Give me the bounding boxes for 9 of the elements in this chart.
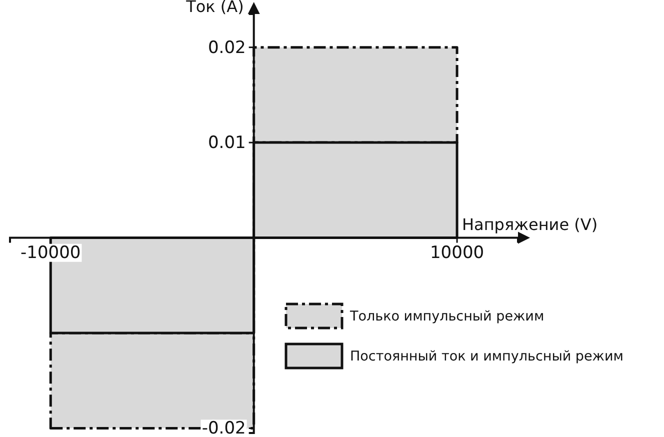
y-axis-title: Ток (A) [185, 0, 244, 16]
x-tick-label: 10000 [430, 242, 484, 263]
legend-label: Постоянный ток и импульсный режим [350, 348, 624, 365]
y-tick-label: 0.02 [208, 38, 246, 58]
y-tick-label: 0.01 [208, 132, 246, 153]
x-tick-label: -10000 [20, 242, 81, 263]
x-axis-title: Напряжение (V) [462, 214, 598, 234]
y-tick-label: -0.02 [202, 418, 246, 437]
legend-label: Только импульсный режим [349, 308, 544, 325]
